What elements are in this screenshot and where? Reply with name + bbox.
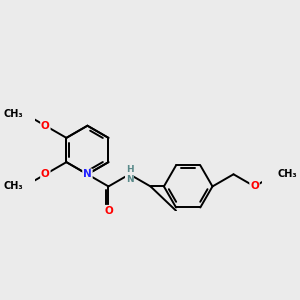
Text: O: O [250, 182, 259, 191]
Text: O: O [41, 169, 50, 179]
Text: CH₃: CH₃ [3, 109, 23, 118]
Text: O: O [41, 121, 50, 131]
Text: CH₃: CH₃ [277, 169, 297, 179]
Text: O: O [104, 206, 113, 216]
Text: H
N: H N [126, 165, 133, 184]
Text: N: N [83, 169, 92, 179]
Text: CH₃: CH₃ [3, 182, 23, 191]
